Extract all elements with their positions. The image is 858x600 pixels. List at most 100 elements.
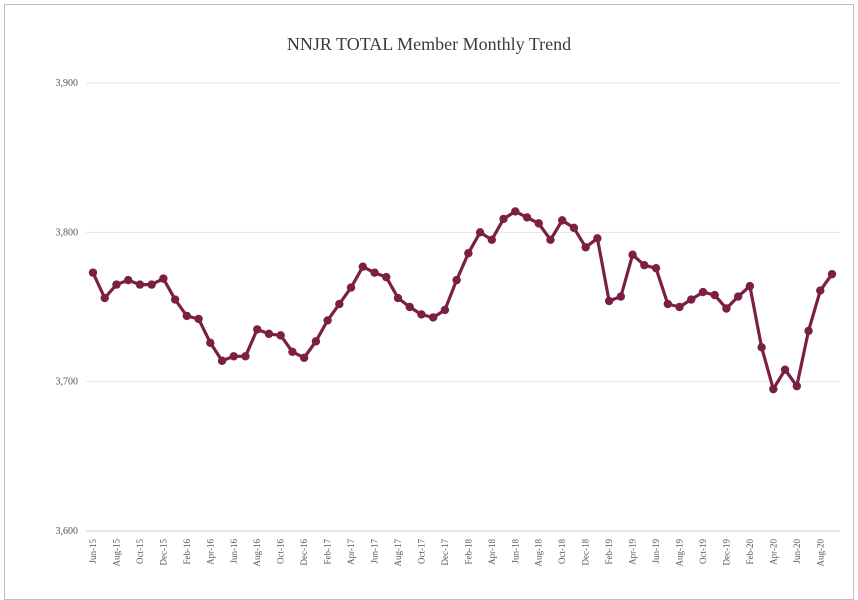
data-point [335,299,344,309]
data-point [616,292,626,301]
x-tick-label: Apr-17 [346,539,356,565]
x-tick-label: Jun-15 [88,539,98,564]
data-point [569,223,579,233]
x-tick-label: Oct-15 [135,539,145,564]
data-point [804,326,813,336]
data-point [511,207,520,216]
data-point [88,268,98,277]
x-tick-label: Oct-18 [557,539,567,564]
x-tick-label: Feb-16 [182,539,192,565]
x-tick-label: Feb-19 [604,539,614,565]
x-tick-label: Aug-20 [815,539,825,567]
y-tick-label: 3,900 [56,78,79,89]
data-point [241,352,250,361]
data-point [792,381,802,391]
y-tick-label: 3,700 [56,377,79,388]
data-point [358,262,367,271]
x-tick-label: Aug-19 [675,539,685,567]
data-point [628,250,637,259]
data-point [440,305,450,315]
data-point [229,352,238,361]
x-axis: Jun-15 Aug-15 Oct-15 Dec-15 Feb-16 Apr-16 Jun-… [88,539,825,567]
data-point [475,228,485,237]
data-point [288,347,297,356]
data-point [757,343,766,352]
y-axis: 3,600 3,700 3,800 3,900 [56,78,79,537]
data-point [428,313,438,322]
x-tick-label: Apr-18 [487,539,497,565]
data-point [464,249,473,258]
data-point [593,234,602,243]
data-point [640,260,649,270]
data-point [663,299,672,309]
data-point [159,274,168,283]
series [88,207,837,394]
data-point [182,311,192,321]
x-tick-label: Apr-19 [628,539,638,565]
data-point [722,304,731,313]
data-point [698,287,708,297]
data-point [816,286,825,295]
x-tick-label: Oct-17 [416,539,426,564]
data-point [100,293,109,303]
x-tick-label: Aug-15 [111,539,121,567]
x-tick-label: Jun-19 [651,539,661,564]
data-point [546,235,555,244]
data-point [487,235,497,244]
data-point [534,219,543,228]
x-tick-label: Oct-19 [698,539,708,564]
data-point [745,281,755,291]
data-point [217,356,227,365]
x-tick-label: Jun-18 [510,539,520,564]
data-point [522,213,532,222]
data-point [710,290,719,300]
data-point [687,295,696,304]
x-tick-label: Jun-20 [792,539,802,564]
data-point [417,310,426,319]
x-tick-label: Jun-16 [229,539,239,564]
chart-frame [4,4,854,600]
data-point [452,275,461,285]
series-line [91,209,834,391]
data-point [253,325,262,334]
x-tick-label: Dec-15 [158,539,168,566]
data-point [581,243,590,252]
x-tick-label: Dec-17 [440,539,450,566]
x-tick-label: Aug-16 [252,539,262,567]
data-point [123,275,133,285]
x-tick-label: Apr-20 [768,539,778,565]
x-tick-label: Apr-16 [205,539,215,565]
data-point [604,296,614,306]
x-tick-label: Oct-16 [276,539,286,564]
data-point [675,302,684,312]
x-tick-label: Dec-19 [721,539,731,566]
data-point [264,329,274,339]
data-point [393,293,403,303]
x-tick-label: Dec-16 [299,539,309,566]
data-point [170,295,180,304]
x-tick-label: Aug-17 [393,539,403,567]
data-point [135,280,145,289]
data-point [499,214,508,224]
gridlines [86,82,840,532]
x-tick-label: Feb-18 [463,539,473,565]
data-point [194,314,203,324]
data-point [276,331,285,340]
chart-title: NNJR TOTAL Member Monthly Trend [286,34,572,54]
x-tick-label: Feb-17 [323,539,333,565]
data-point [558,216,567,225]
data-point [370,268,379,277]
data-point [827,269,837,279]
data-point [206,338,215,348]
x-tick-label: Dec-18 [581,539,591,566]
x-tick-label: Jun-17 [370,539,380,564]
x-tick-label: Feb-20 [745,539,755,565]
data-point [147,280,156,289]
data-point [299,353,309,362]
data-point [651,263,661,273]
data-point [733,292,743,301]
data-point [346,283,356,292]
data-point [112,280,121,289]
data-point [780,365,790,374]
